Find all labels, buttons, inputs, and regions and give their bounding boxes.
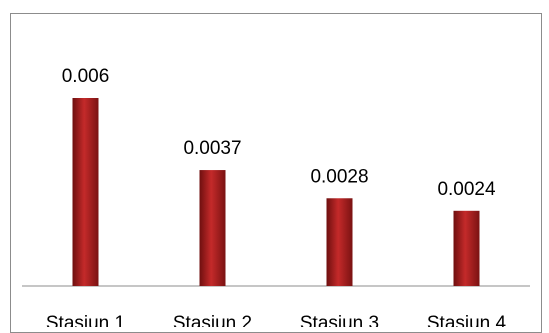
x-tick-label-1: Stasiun 1 <box>46 313 125 327</box>
data-label-2: 0.0037 <box>183 138 241 159</box>
data-label-4: 0.0024 <box>437 179 496 200</box>
bar-2 <box>199 170 226 286</box>
x-tick-label-3: Stasiun 3 <box>300 313 379 327</box>
data-label-3: 0.0028 <box>310 166 368 187</box>
bar-3 <box>326 198 353 286</box>
data-label-1: 0.006 <box>62 66 110 87</box>
chart-area <box>10 13 542 333</box>
x-tick-label-2: Stasiun 2 <box>173 313 252 327</box>
bar-1 <box>72 98 99 286</box>
bar-4 <box>453 210 480 286</box>
x-tick-label-4: Stasiun 4 <box>427 313 507 327</box>
